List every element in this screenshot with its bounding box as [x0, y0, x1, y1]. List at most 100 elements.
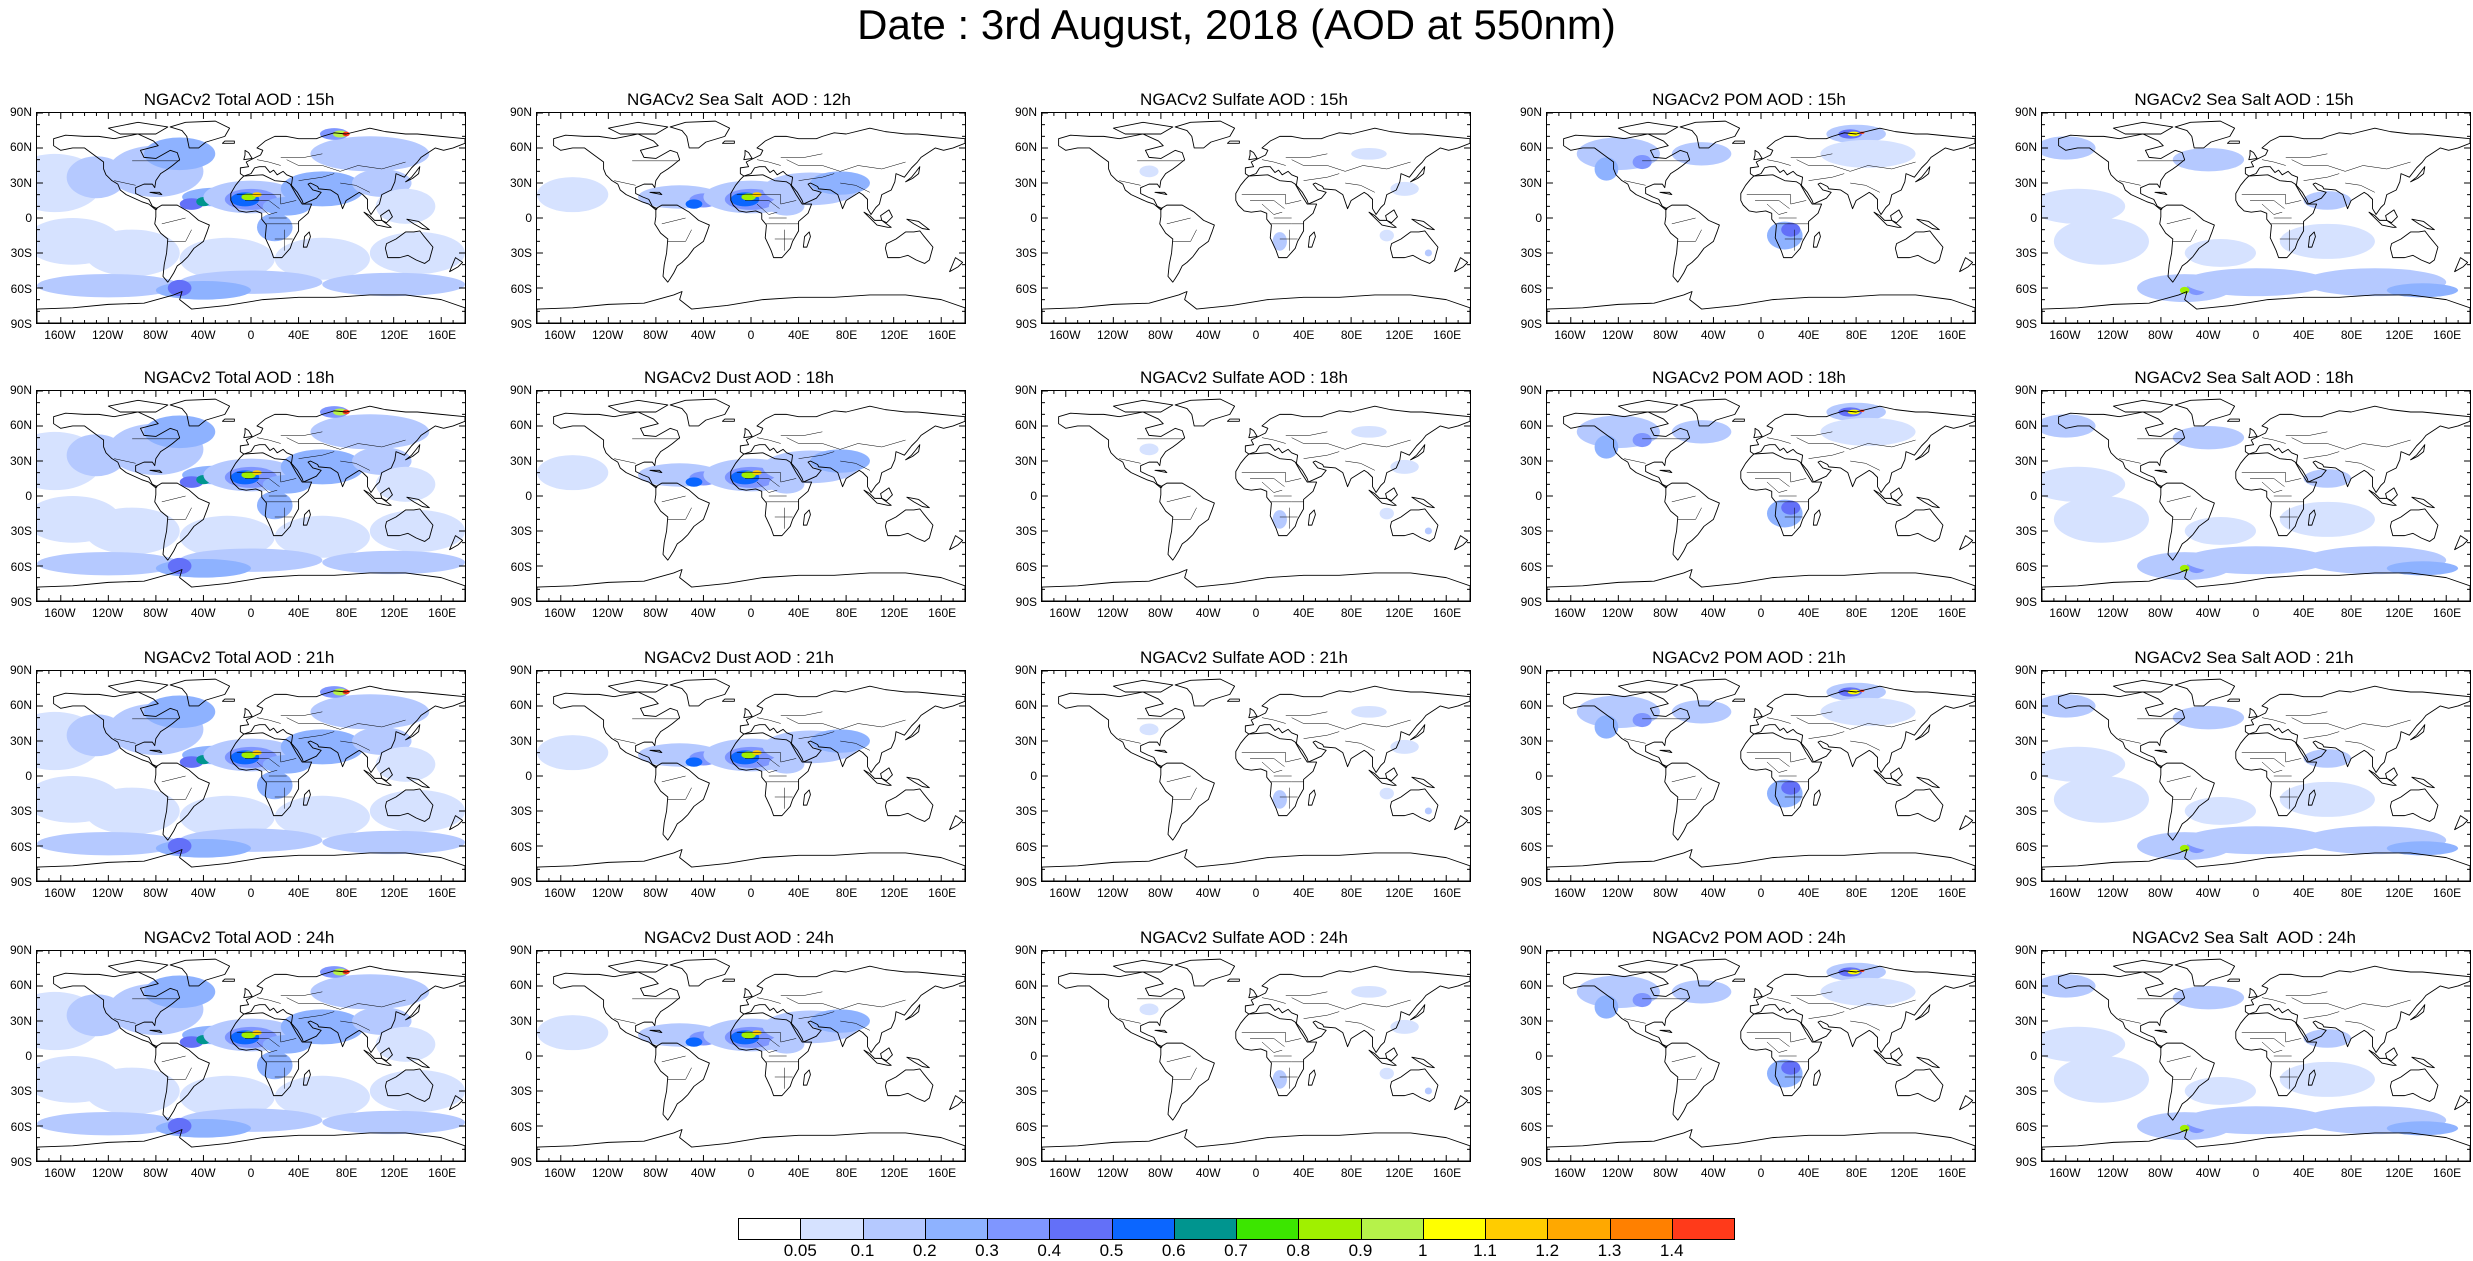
coastline-arcticIslands	[107, 121, 169, 135]
lon-label: 120E	[880, 606, 909, 620]
aod-shading	[2042, 136, 2459, 302]
coastline-eurasia	[2244, 127, 2470, 215]
border-line	[2241, 752, 2302, 763]
lon-label: 80W	[1148, 1166, 1173, 1180]
border-line	[1766, 203, 1788, 215]
border-line	[298, 731, 335, 739]
aod-contour-blob	[1820, 139, 1916, 168]
coastline-antarctica	[537, 291, 965, 323]
colorbar-label: 0.8	[1286, 1241, 1311, 1260]
coastline-newGuinea	[2411, 1056, 2435, 1069]
lat-label: 60S	[1015, 559, 1037, 574]
coastline-madagascar	[2307, 789, 2316, 806]
aod-contour-blob	[167, 1117, 192, 1135]
coastline-antarctica	[1547, 1129, 1975, 1161]
coastline-southAmerica	[1664, 762, 1720, 841]
lat-label: 60N	[2014, 978, 2037, 993]
coastline-indonesia	[363, 211, 392, 228]
lon-label: 160W	[544, 886, 576, 900]
lon-label: 80W	[2148, 606, 2173, 620]
coastline-australia	[1389, 1068, 1439, 1102]
coastline-northAmerica	[1058, 411, 1186, 489]
coastline-indonesia	[1873, 1049, 1902, 1066]
aod-contour-blob	[2042, 414, 2096, 438]
border-line	[236, 752, 297, 763]
border-line	[1755, 200, 1790, 209]
lon-label: 40W	[1700, 606, 1726, 620]
aod-contour-blob	[1424, 1087, 1432, 1095]
country-borders	[1624, 431, 1916, 529]
world-map	[1546, 950, 1976, 1162]
colorbar-label: 0.6	[1161, 1241, 1186, 1260]
coastline-indonesia	[1368, 769, 1397, 786]
border-line	[780, 711, 823, 716]
panel-title: NGACv2 POM AOD : 24h	[1652, 928, 1846, 947]
coastline-japan	[2410, 1004, 2426, 1021]
aod-contour-blob	[274, 1075, 370, 1118]
coastline-newGuinea	[2411, 496, 2435, 509]
coastline-uk	[1248, 149, 1258, 161]
lon-label: 120E	[2385, 328, 2414, 342]
aod-contour-blob	[2053, 1056, 2149, 1103]
border-line	[161, 1055, 186, 1063]
aod-contour-blob	[1139, 443, 1159, 456]
coastline-newGuinea	[406, 218, 430, 231]
coastline-newGuinea	[1916, 776, 1940, 789]
coastlines	[537, 398, 965, 601]
lon-label: 120E	[880, 886, 909, 900]
coastline-newZealand	[949, 535, 964, 551]
aod-contour-blob	[537, 735, 609, 771]
aod-contour-blob	[262, 1035, 311, 1054]
lat-label: 90N	[1519, 105, 1542, 119]
aod-contour-blob	[84, 507, 180, 555]
coastline-antarctica	[2042, 291, 2470, 323]
coastline-eurasia	[1749, 685, 1975, 773]
aod-contour-blob	[167, 279, 192, 297]
colorbar-bin	[1485, 1218, 1549, 1240]
coastline-newZealand	[1959, 257, 1974, 273]
coastline-newZealand	[449, 257, 464, 273]
border-line	[2250, 200, 2285, 209]
coastline-uk	[743, 707, 753, 719]
lon-label: 40W	[1700, 328, 1726, 342]
border-line	[256, 203, 278, 215]
aod-contour-blob	[741, 751, 756, 759]
coastline-indonesia	[863, 211, 892, 228]
lon-label: 120W	[91, 886, 124, 900]
aod-contour-blob	[2042, 136, 2096, 160]
coastline-southAmerica	[1159, 204, 1215, 283]
coastline-iceland	[1226, 978, 1240, 982]
coastline-indonesia	[863, 769, 892, 786]
lat-label: 60N	[509, 698, 532, 713]
coastline-northAmerica	[1563, 133, 1691, 211]
coastline-borneo	[380, 1047, 393, 1062]
aod-contour-blob	[1594, 435, 1619, 459]
aod-shading	[37, 966, 465, 1138]
coastline-southAmerica	[2159, 762, 2215, 841]
lon-label: 120W	[1096, 328, 1129, 342]
border-line	[2303, 1011, 2340, 1019]
coastline-australia	[884, 508, 934, 542]
colorbar-bin	[1111, 1218, 1175, 1240]
colorbar-label: 1.2	[1535, 1241, 1560, 1260]
lat-label: 90S	[1015, 1155, 1037, 1169]
aod-map-svg	[2042, 951, 2470, 1161]
aod-map-svg	[37, 391, 465, 601]
coastline-southAmerica	[1664, 204, 1720, 283]
coastline-newZealand	[1959, 815, 1974, 831]
lat-label: 0	[1535, 769, 1542, 783]
coastline-borneo	[1890, 767, 1903, 782]
coastline-madagascar	[802, 1069, 811, 1086]
border-line	[1345, 740, 1375, 751]
aod-contour-blob	[2042, 466, 2126, 502]
border-line	[1796, 159, 1916, 172]
country-borders	[2119, 153, 2411, 251]
aod-shading	[1576, 402, 1916, 528]
border-line	[114, 1018, 136, 1024]
coastline-southAmerica	[1664, 482, 1720, 561]
lat-label: 90N	[509, 663, 532, 677]
coastline-iceland	[1731, 140, 1745, 144]
border-line	[1850, 182, 1880, 193]
border-line	[1808, 1011, 1845, 1019]
border-line	[667, 1067, 692, 1080]
